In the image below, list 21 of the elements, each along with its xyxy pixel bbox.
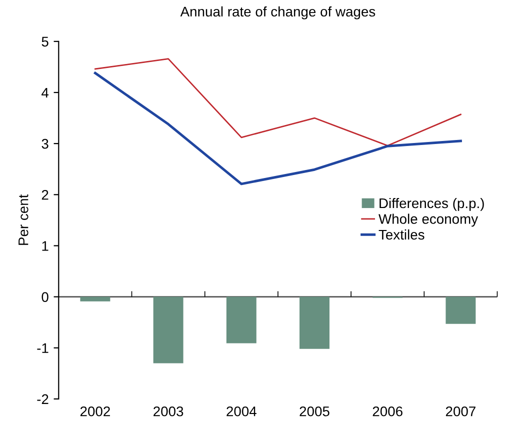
- legend-label: Whole economy: [378, 214, 478, 227]
- x-tick-label: 2003: [154, 406, 184, 416]
- y-tick-label: -1: [37, 343, 48, 353]
- line-series: [94, 58, 462, 146]
- y-axis-title: Per cent: [18, 194, 28, 245]
- x-tick-label: 2002: [80, 406, 110, 416]
- legend-label: Textiles: [378, 229, 424, 240]
- x-tick-label: 2007: [446, 406, 476, 416]
- y-tick-label: 1: [42, 241, 48, 251]
- legend-label: Differences (p.p.): [380, 198, 484, 211]
- x-tick-label: 2006: [372, 406, 402, 416]
- y-tick-label: 2: [42, 190, 48, 200]
- x-tick-label: 2004: [226, 406, 256, 416]
- line-series: [94, 72, 462, 186]
- y-tick-label: 4: [42, 88, 49, 98]
- y-tick-label: 5: [42, 36, 48, 47]
- x-tick-label: 2005: [300, 406, 330, 416]
- y-tick-label: 3: [42, 138, 48, 149]
- y-tick-label: 0: [42, 292, 48, 302]
- y-tick-label: -2: [37, 394, 48, 404]
- chart-title: Annual rate of change of wages: [180, 6, 376, 20]
